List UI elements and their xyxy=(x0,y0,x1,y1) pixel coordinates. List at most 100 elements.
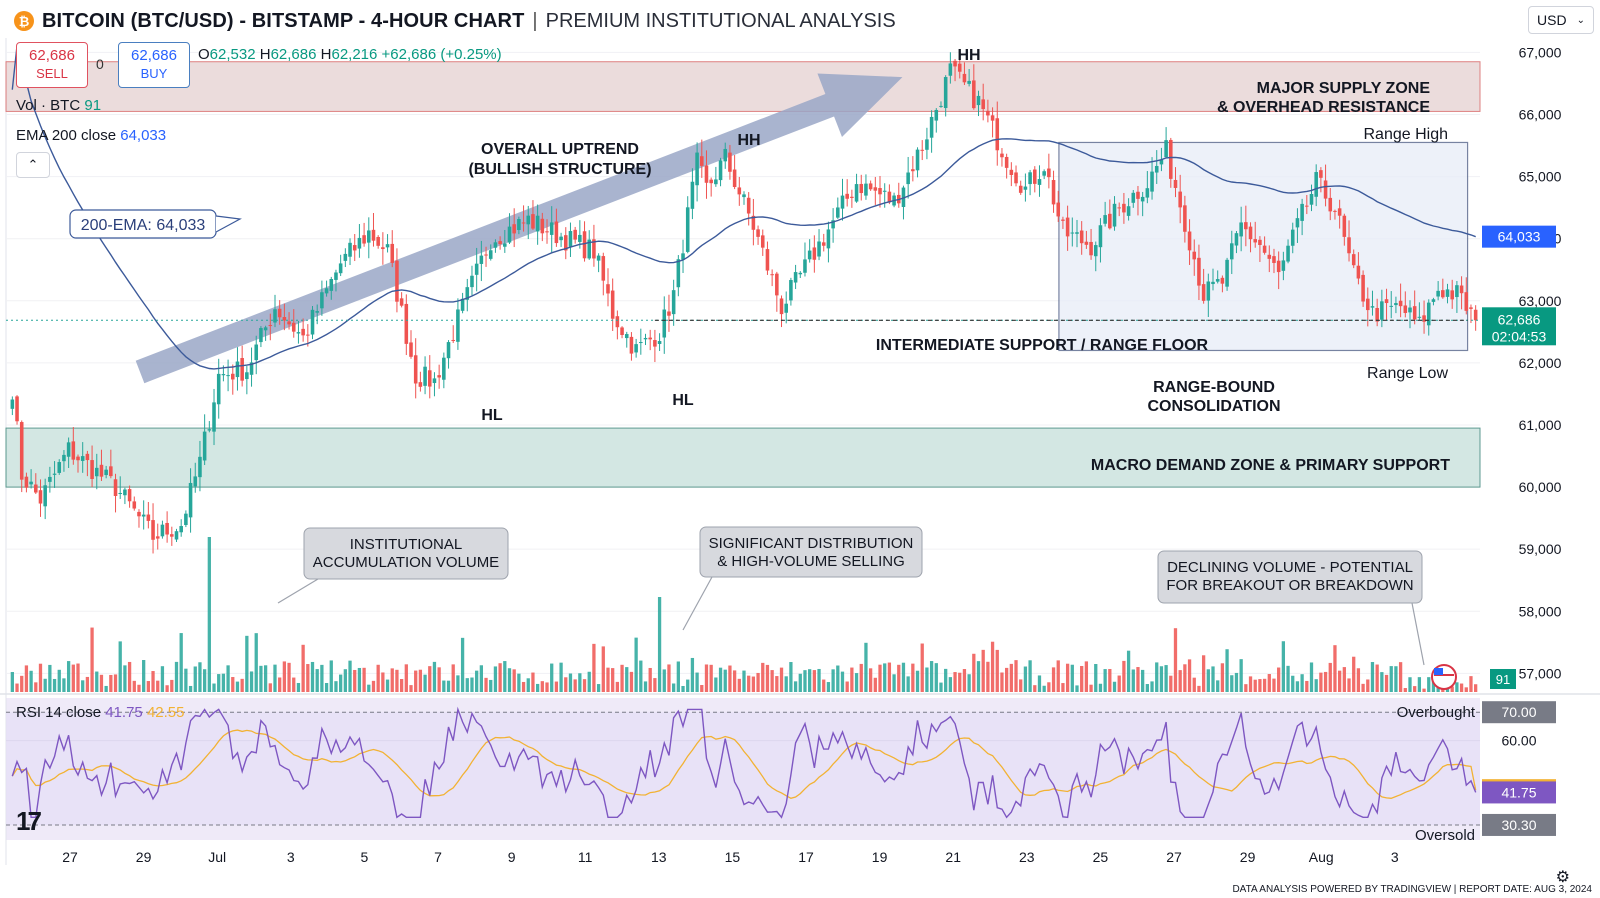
price-tick-label: 60,000 xyxy=(1519,479,1562,495)
sell-button[interactable]: 62,686 SELL xyxy=(16,42,88,88)
time-tick-label: 11 xyxy=(578,849,593,865)
volume-bar xyxy=(662,669,666,692)
candle-body xyxy=(193,476,198,487)
collapse-legend-button[interactable]: ⌃ xyxy=(16,152,50,178)
candle-body xyxy=(864,183,868,196)
candle-body xyxy=(746,197,751,214)
price-tick-label: 67,000 xyxy=(1519,44,1562,60)
candle-body xyxy=(230,373,235,380)
candle-body xyxy=(1131,192,1136,203)
accumulation-callout-text: INSTITUTIONAL xyxy=(350,536,463,553)
candle-body xyxy=(760,235,765,248)
volume-bar xyxy=(221,673,226,692)
volume-bar xyxy=(822,679,826,692)
volume-bar xyxy=(1474,684,1478,692)
candle-body xyxy=(399,298,404,306)
candle-body xyxy=(507,226,512,243)
candle-body xyxy=(1178,191,1182,208)
candle-body xyxy=(301,328,305,336)
candle-body xyxy=(714,179,718,185)
volume-bar xyxy=(1061,683,1065,692)
candle-body xyxy=(413,355,418,384)
volume-bar xyxy=(1352,656,1356,692)
currency-select[interactable]: USD ⌄ xyxy=(1528,6,1594,34)
volume-bar xyxy=(704,664,709,692)
volume-bar xyxy=(76,663,80,692)
volume-bar xyxy=(451,664,455,692)
volume-legend[interactable]: Vol · BTC 91 xyxy=(16,97,101,114)
candle-body xyxy=(911,169,915,172)
rsi-mid-tick: 60.00 xyxy=(1501,733,1536,749)
candle-body xyxy=(1037,179,1042,185)
volume-bar xyxy=(976,661,981,692)
volume-bar xyxy=(52,678,57,692)
volume-bar xyxy=(611,668,615,692)
volume-bar xyxy=(887,662,892,692)
candle-body xyxy=(268,325,273,327)
page-subtitle: PREMIUM INSTITUTIONAL ANALYSIS xyxy=(545,9,896,32)
candle-body xyxy=(920,149,925,151)
volume-tag-bg xyxy=(1490,669,1516,689)
candle-body xyxy=(38,490,43,504)
volume-label: Vol · BTC xyxy=(16,97,81,114)
volume-bar xyxy=(479,665,483,692)
volume-bar xyxy=(1234,672,1239,692)
candle-body xyxy=(962,73,967,83)
ema200-line xyxy=(11,45,1476,370)
high-label: H xyxy=(259,46,271,63)
candle-body xyxy=(1145,188,1150,198)
volume-bar xyxy=(489,679,493,692)
candle-body xyxy=(254,344,259,361)
candle-body xyxy=(1328,197,1333,212)
candle-body xyxy=(202,431,207,461)
buy-button[interactable]: 62,686 BUY xyxy=(118,42,190,88)
volume-bar xyxy=(1375,664,1379,692)
volume-bar xyxy=(385,679,390,692)
volume-bar xyxy=(493,666,498,692)
candle-body xyxy=(291,322,296,332)
volume-bar xyxy=(1033,685,1037,692)
ema-legend[interactable]: EMA 200 close 64,033 xyxy=(16,127,166,144)
candle-body xyxy=(57,462,62,473)
volume-bar xyxy=(601,646,605,692)
volume-bar xyxy=(1286,665,1290,692)
volume-bar xyxy=(428,666,432,692)
rsi-legend[interactable]: RSI 14 close 41.75 42.55 xyxy=(16,704,184,721)
currency-label: USD xyxy=(1537,12,1567,28)
volume-bar xyxy=(404,664,408,692)
volume-bar xyxy=(85,676,90,692)
volume-bar xyxy=(1427,677,1431,692)
candle-body xyxy=(357,237,362,249)
candle-body xyxy=(859,183,864,194)
candle-body xyxy=(1229,243,1234,260)
volume-bar xyxy=(1389,666,1393,692)
settings-gear-icon[interactable]: ⚙ xyxy=(1555,869,1570,886)
volume-bar xyxy=(672,683,676,692)
candle-body xyxy=(732,169,737,188)
candle-body xyxy=(99,464,104,477)
candle-body xyxy=(817,241,821,257)
candle-body xyxy=(1262,245,1267,253)
volume-bar xyxy=(198,662,202,692)
candle-body xyxy=(90,460,94,479)
volume-bar xyxy=(1216,680,1220,692)
candle-body xyxy=(1417,316,1422,318)
candle-body xyxy=(620,327,624,335)
candle-body xyxy=(34,484,38,493)
candle-body xyxy=(634,344,638,353)
volume-bar xyxy=(1277,667,1281,692)
candle-body xyxy=(728,152,732,172)
candle-body xyxy=(348,242,352,257)
candle-body xyxy=(273,309,277,323)
candle-body xyxy=(685,207,690,252)
candle-body xyxy=(1464,292,1469,311)
volume-bar xyxy=(1169,675,1173,692)
candle-body xyxy=(793,272,798,283)
candle-body xyxy=(578,234,582,242)
volume-bar xyxy=(901,662,906,692)
candle-body xyxy=(821,242,826,246)
candle-body xyxy=(718,160,723,181)
candle-body xyxy=(648,337,652,340)
distribution-callout-text-2: & HIGH-VOLUME SELLING xyxy=(717,553,905,570)
